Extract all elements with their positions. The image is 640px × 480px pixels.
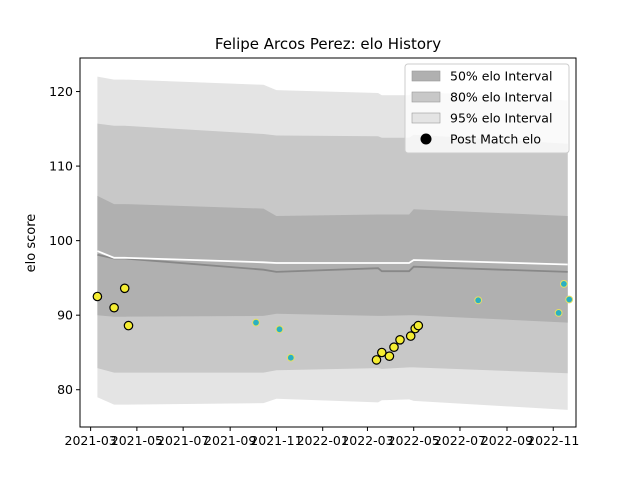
x-tick-label-2022-01: 2022-01: [297, 433, 349, 448]
legend-swatch-1: [411, 91, 441, 103]
elo-point-14: [413, 320, 424, 331]
band-2: [97, 195, 568, 323]
x-tick-label-2021-09: 2021-09: [204, 433, 256, 448]
legend-marker-3: [420, 133, 432, 145]
plot-frame: [79, 57, 577, 428]
x-tick-label-2022-07: 2022-07: [434, 433, 486, 448]
mean-elo-line: [97, 250, 568, 266]
y-tick-label-100: 100: [49, 233, 73, 248]
y-axis: 80 90 100 110 120: [49, 84, 80, 397]
elo-point-3: [123, 320, 134, 331]
elo-point-15: [474, 296, 483, 305]
chart-title: Felipe Arcos Perez: elo History: [215, 35, 441, 53]
elo-point-5: [275, 325, 284, 334]
legend: 50% elo Interval 80% elo Interval 95% elo …: [404, 63, 570, 154]
legend-label-1: 80% elo Interval: [450, 90, 552, 105]
elo-point-11: [395, 334, 405, 345]
legend-label-3: Post Match elo: [450, 132, 541, 147]
x-tick-label-2022-09: 2022-09: [481, 433, 533, 448]
elo-point-18: [565, 295, 574, 304]
elo-point-6: [286, 353, 295, 362]
elo-lines: [97, 250, 568, 273]
x-tick-label-2021-03: 2021-03: [65, 433, 117, 448]
elo-point-10: [389, 342, 399, 352]
elo-point-4: [252, 318, 260, 327]
y-tick-label-120: 120: [49, 84, 73, 99]
x-tick-label-2022-11: 2022-11: [527, 433, 579, 448]
legend-swatch-0: [411, 70, 441, 82]
legend-label-2: 95% elo Interval: [450, 111, 552, 126]
legend-box: [404, 63, 570, 154]
interval-bands: [97, 76, 568, 410]
y-axis-label: elo score: [24, 214, 39, 273]
elo-point-7: [371, 355, 382, 365]
x-axis: 2021-032021-052021-072021-092021-112022-…: [65, 427, 579, 448]
y-tick-label-80: 80: [57, 382, 73, 397]
elo-point-17: [560, 280, 568, 288]
x-tick-label-2022-05: 2022-05: [388, 433, 440, 448]
y-tick-label-110: 110: [49, 159, 73, 174]
elo-point-12: [405, 331, 416, 341]
legend-swatch-2: [411, 112, 441, 124]
x-tick-label-2021-05: 2021-05: [111, 433, 163, 448]
elo-point-9: [384, 351, 395, 361]
elo-point-8: [376, 347, 387, 358]
elo-point-2: [119, 283, 130, 294]
legend-label-0: 50% elo Interval: [450, 69, 552, 84]
post-match-points: [92, 280, 574, 365]
x-tick-label-2021-07: 2021-07: [157, 433, 209, 448]
elo-point-16: [554, 309, 563, 317]
elo-point-0: [92, 291, 103, 302]
y-tick-label-90: 90: [57, 308, 73, 323]
x-tick-label-2022-03: 2022-03: [341, 433, 393, 448]
elo-point-1: [109, 302, 119, 313]
x-tick-label-2021-11: 2021-11: [250, 433, 302, 448]
